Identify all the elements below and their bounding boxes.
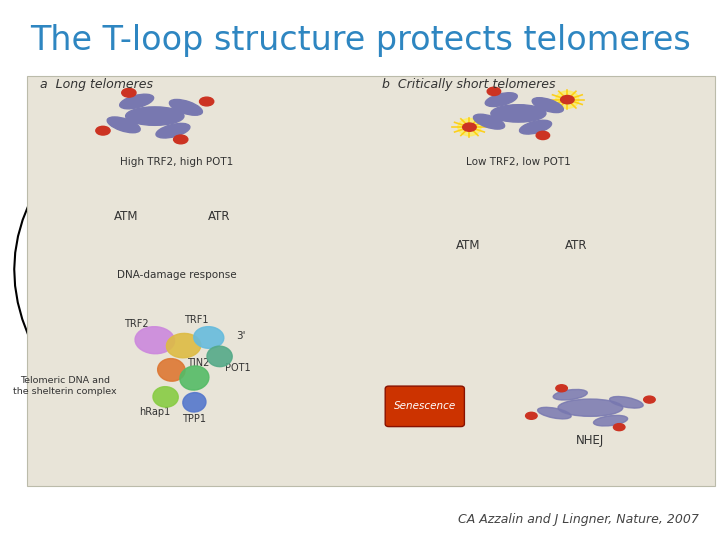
Text: TIN2: TIN2: [186, 358, 210, 368]
Text: ATM: ATM: [456, 239, 480, 252]
Text: Low TRF2, low POT1: Low TRF2, low POT1: [466, 157, 571, 167]
Text: DNA-damage response: DNA-damage response: [117, 271, 236, 280]
Text: CA Azzalin and J Lingner, Nature, 2007: CA Azzalin and J Lingner, Nature, 2007: [457, 514, 698, 526]
Text: NHEJ: NHEJ: [576, 434, 605, 447]
Text: ATM: ATM: [114, 210, 138, 222]
Text: ATR: ATR: [564, 239, 588, 252]
Text: TPP1: TPP1: [182, 414, 207, 423]
Text: High TRF2, high POT1: High TRF2, high POT1: [120, 157, 233, 167]
Text: ATR: ATR: [208, 210, 231, 222]
Text: TRF1: TRF1: [184, 315, 208, 325]
Text: hRap1: hRap1: [139, 407, 171, 417]
Text: Senescence: Senescence: [394, 401, 456, 411]
Text: TRF2: TRF2: [125, 319, 149, 329]
Text: b  Critically short telomeres: b Critically short telomeres: [382, 78, 555, 91]
Text: a  Long telomeres: a Long telomeres: [40, 78, 153, 91]
Text: POT1: POT1: [225, 363, 251, 373]
Text: Telomeric DNA and
the shelterin complex: Telomeric DNA and the shelterin complex: [13, 376, 117, 396]
Text: The T-loop structure protects telomeres: The T-loop structure protects telomeres: [30, 24, 691, 57]
Text: 3': 3': [236, 331, 246, 341]
